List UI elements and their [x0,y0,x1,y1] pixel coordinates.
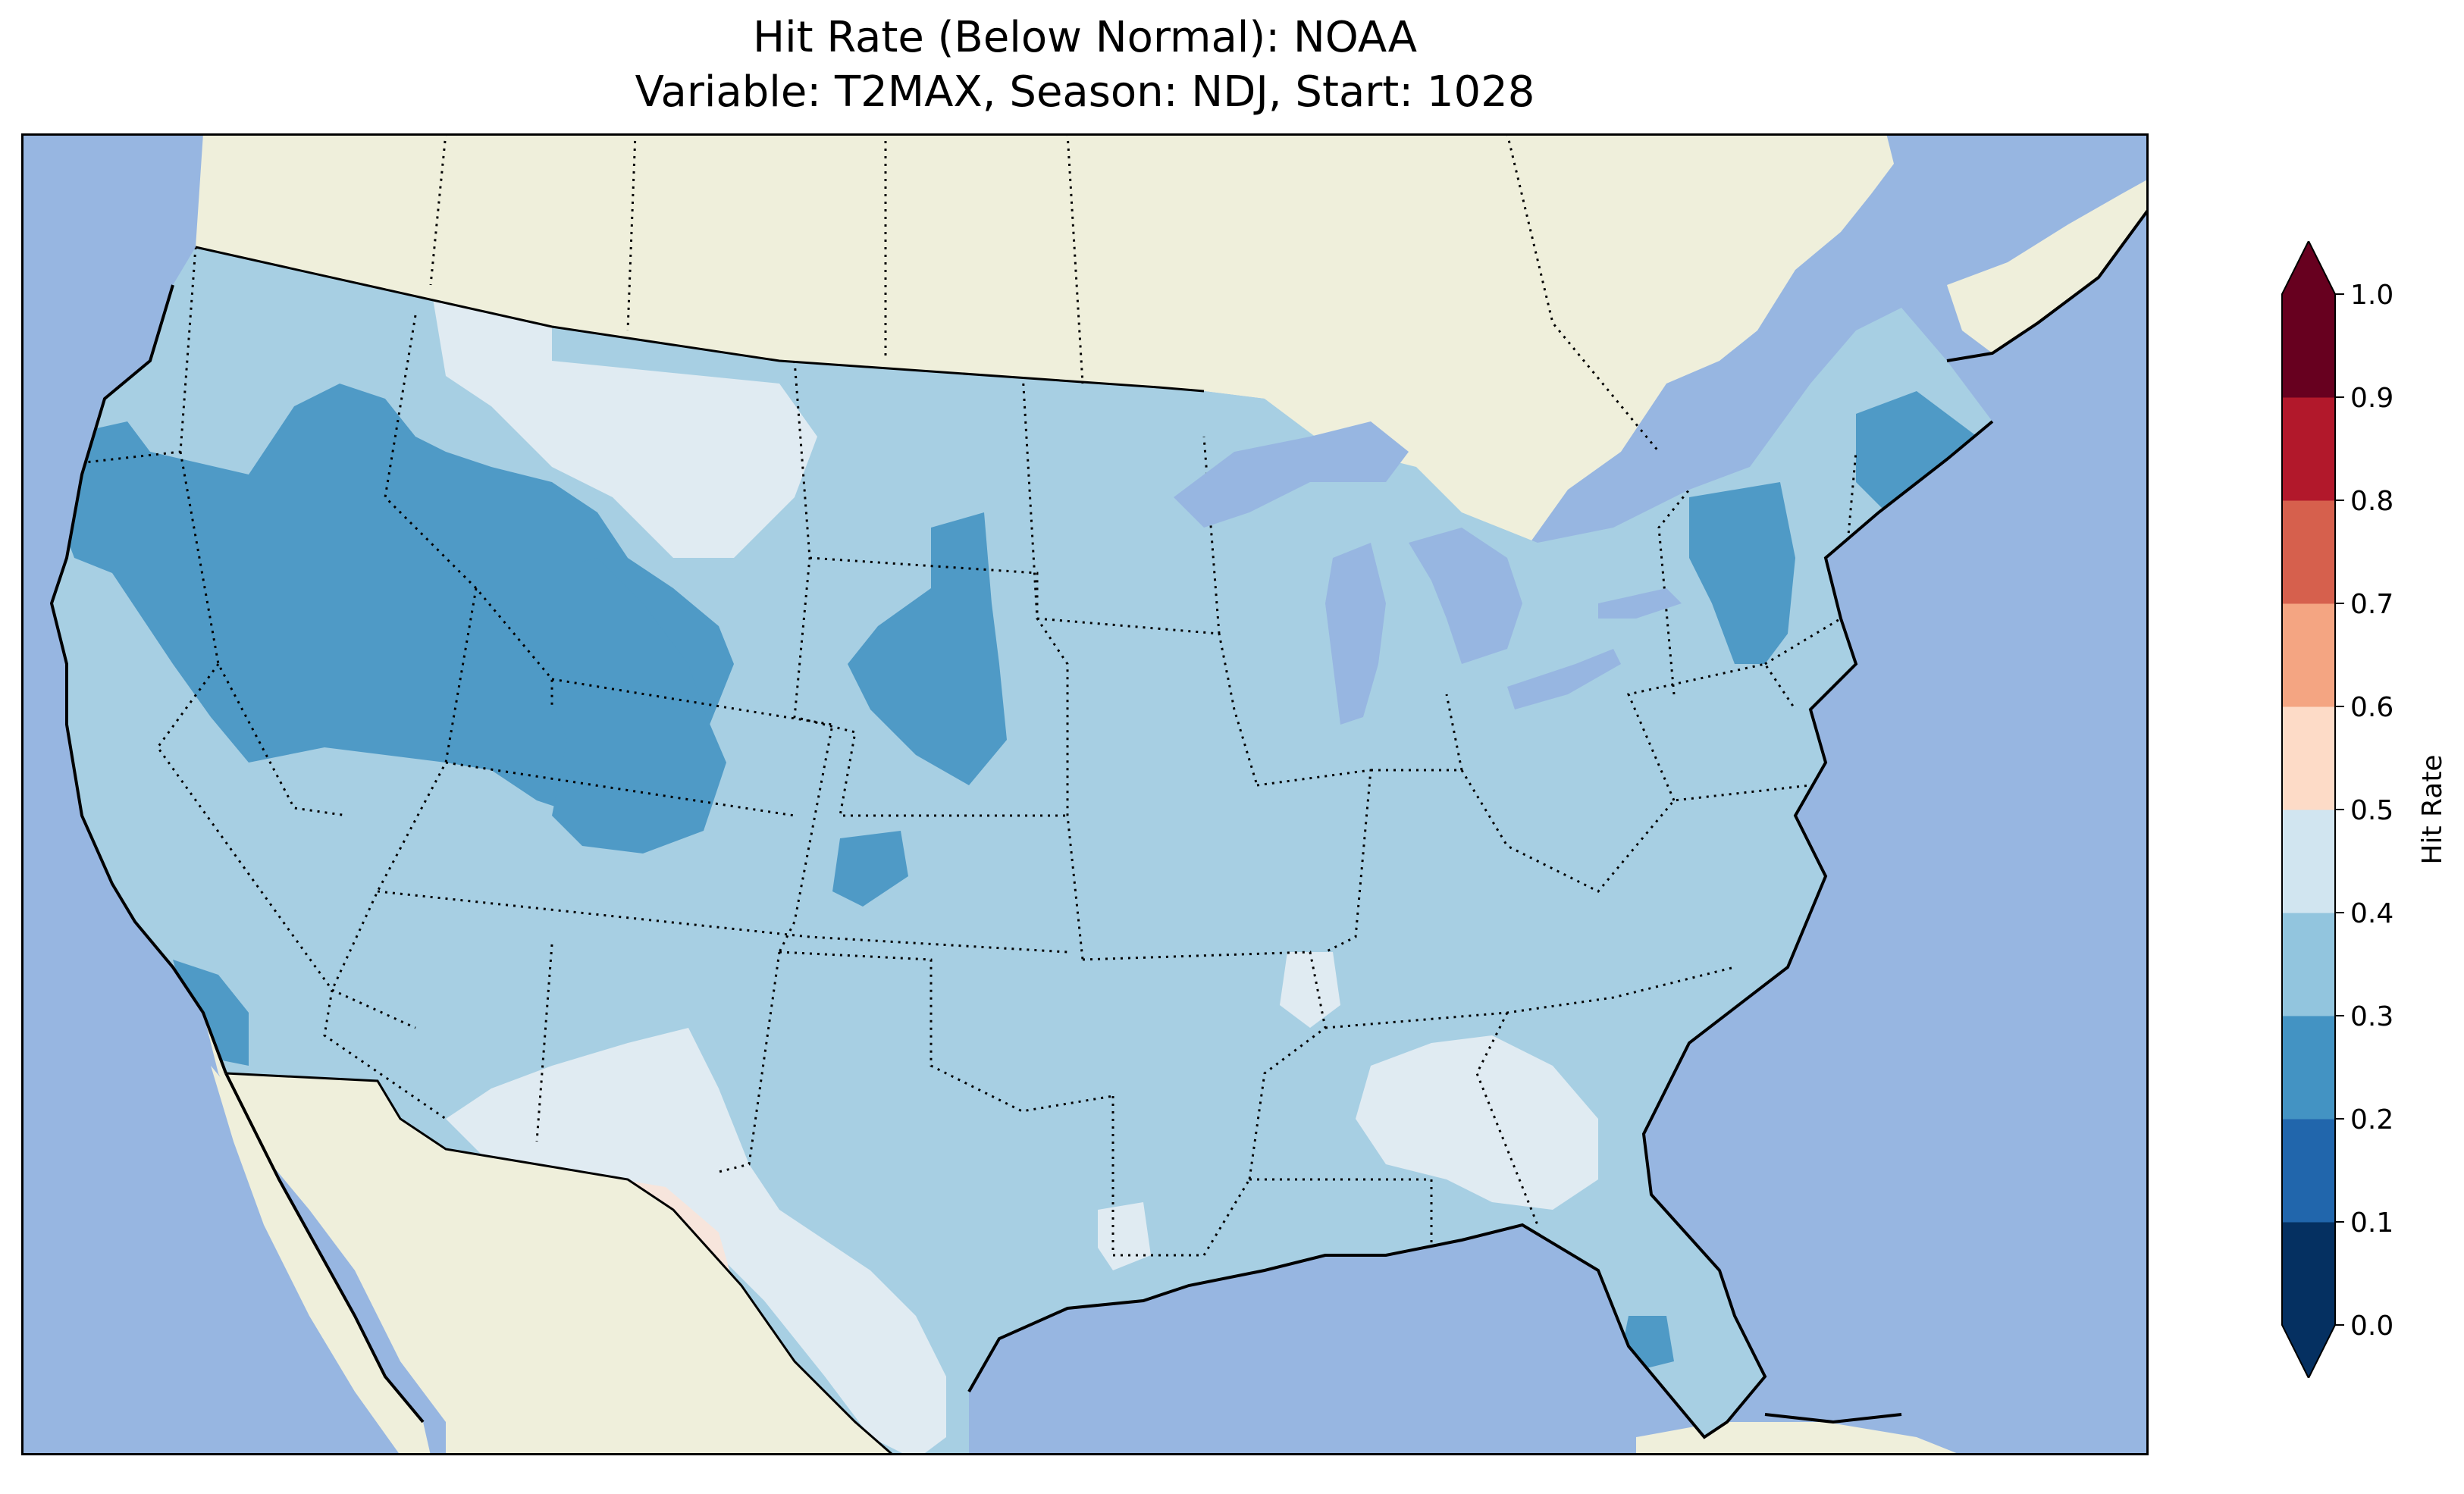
colorbar-segment [2282,500,2335,604]
lake-michigan [1325,543,1386,725]
colorbar-tick-label: 0.5 [2350,795,2393,826]
colorbar-segment [2282,603,2335,707]
lake-huron [1409,528,1522,664]
colorbar-tick-label: 1.0 [2350,280,2393,311]
colorbar-segment [2282,810,2335,913]
colorbar-tick-label: 0.0 [2350,1311,2393,1342]
colorbar-label: Hit Rate [2417,754,2448,864]
great-lakes [1174,421,1682,725]
lake-erie [1507,649,1621,709]
region-south-dakota [848,512,1007,785]
state-boundaries [52,247,1857,1257]
colorbar-segment [2282,1016,2335,1120]
cuba-land [1636,1422,1962,1455]
map-panel [21,133,2149,1455]
lake-ontario [1598,588,1682,619]
mexico-us-border [225,1072,895,1455]
province-boundaries [429,133,1660,453]
region-kansas-west [832,831,908,907]
colorbar-extend-max [2282,241,2335,294]
region-rockies [537,558,726,853]
region-southern-california [173,960,249,1066]
region-arkansas-tennessee [1280,952,1340,1028]
mexico-land [203,1013,969,1455]
canada-us-border [195,246,1205,393]
map-frame [21,133,2149,1455]
lake-superior [1174,421,1409,528]
colorbar-segment [2282,1222,2335,1326]
colorbar-tick-label: 0.4 [2350,898,2393,929]
region-new-mexico-west-texas [446,1028,946,1455]
region-maine-coast [1856,391,1977,512]
canada-land [196,133,1894,603]
colorbar-segment [2282,294,2335,398]
chart-title: Hit Rate (Below Normal): NOAA [752,13,1418,62]
colorbar-extend-min [2282,1325,2335,1378]
coastlines [49,208,2149,1439]
region-montana-north [431,285,817,558]
region-alabama-georgia [1356,1035,1598,1210]
colorbar-tick-label: 0.2 [2350,1104,2393,1135]
colorbar-tick-label: 0.3 [2350,1001,2393,1032]
colorbar-segment [2282,1119,2335,1223]
region-pennsylvania-new-york [1689,482,1795,664]
colorbar-tick-label: 0.9 [2350,383,2393,414]
chart-subtitle: Variable: T2MAX, Season: NDJ, Start: 102… [635,67,1535,117]
colorbar-segment [2282,913,2335,1016]
colorbar-tick-label: 0.7 [2350,589,2393,620]
region-louisiana-west [1098,1202,1151,1270]
colorbar-segment [2282,706,2335,810]
colorbar-tick-label: 0.6 [2350,692,2393,723]
maritime-land [1947,179,2149,353]
colorbar-tick-label: 0.1 [2350,1207,2393,1239]
colorbar-segment [2282,397,2335,501]
colorbar-tick-label: 0.8 [2350,486,2393,517]
colorbar: 0.0 0.1 0.2 0.3 0.4 0.5 0.6 0.7 0.8 0.9 1.0 Hit Ra… [2281,241,2448,1378]
